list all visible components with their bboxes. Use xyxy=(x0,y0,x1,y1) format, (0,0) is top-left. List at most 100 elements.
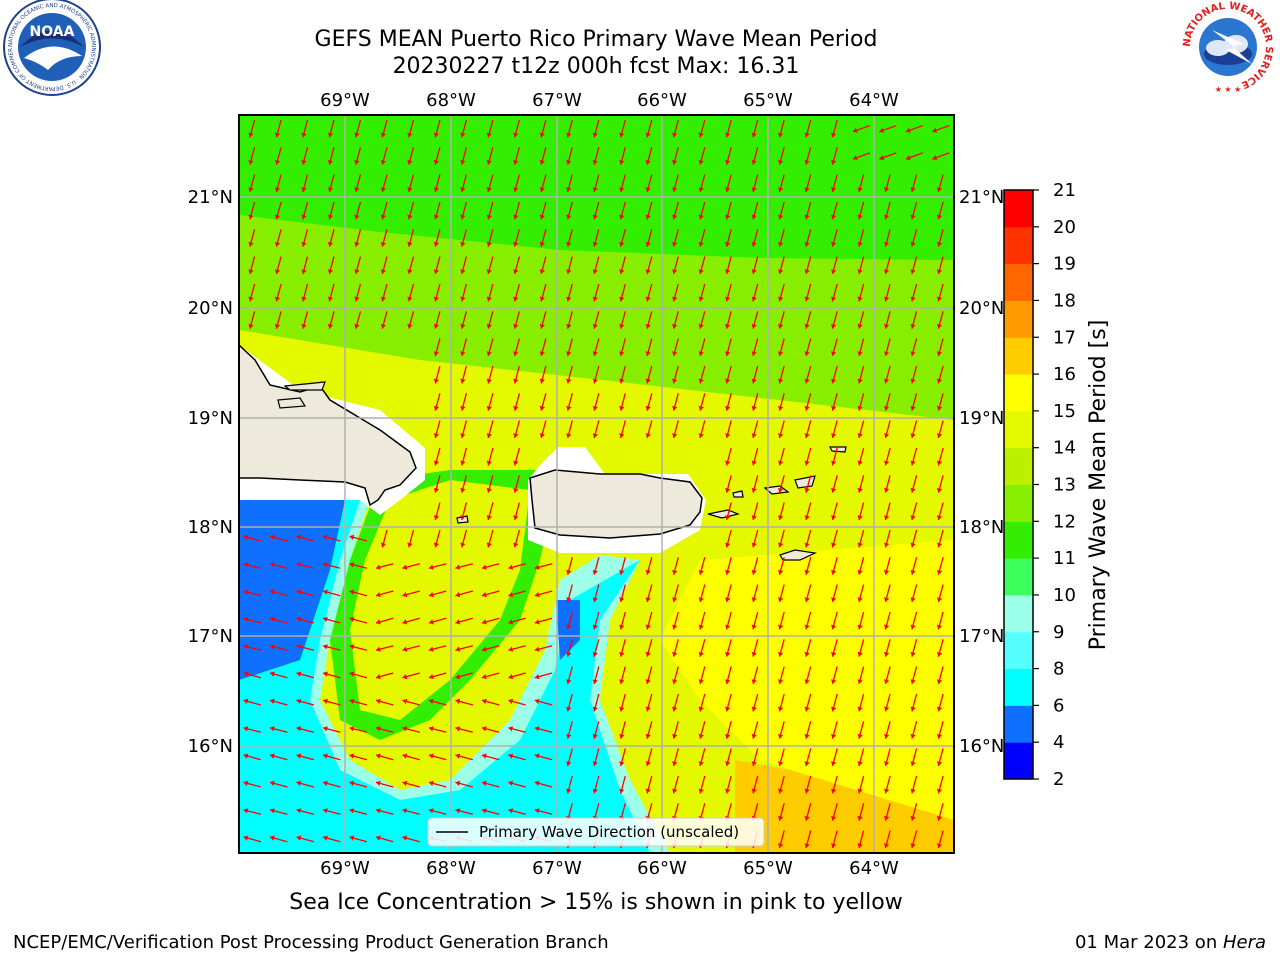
direction-arrow-head xyxy=(804,761,810,766)
direction-arrow-head xyxy=(698,706,704,712)
direction-arrow-head xyxy=(884,569,890,575)
island-st-croix xyxy=(779,549,818,561)
footer-date: 01 Mar 2023 on Hera xyxy=(1075,932,1266,953)
direction-arrow-head xyxy=(323,562,328,568)
direction-arrow-head xyxy=(455,808,461,814)
direction-arrow-head xyxy=(857,651,863,657)
direction-arrow-head xyxy=(751,569,757,575)
direction-arrow-head xyxy=(884,378,890,384)
direction-arrow-head xyxy=(455,780,461,786)
direction-arrow-head xyxy=(592,187,598,192)
direction-arrow-head xyxy=(619,214,625,220)
direction-arrow-head xyxy=(592,132,598,138)
direction-arrow-head xyxy=(349,753,355,759)
direction-arrow-head xyxy=(778,159,784,165)
footer-date-text: 01 Mar 2023 on xyxy=(1074,932,1223,953)
direction-arrow-head xyxy=(619,733,625,739)
direction-arrow-head xyxy=(619,679,625,684)
direction-arrow-head xyxy=(619,269,625,274)
direction-arrow-head xyxy=(831,843,837,848)
direction-arrow-head xyxy=(566,433,572,438)
direction-arrow-head xyxy=(592,296,598,302)
direction-arrow-head xyxy=(725,214,731,220)
direction-arrow-head xyxy=(857,460,863,466)
direction-arrow-head xyxy=(910,487,916,493)
direction-arrow-head xyxy=(884,542,890,548)
direction-arrow-head xyxy=(884,651,890,657)
direction-arrow-head xyxy=(508,564,514,570)
direction-arrow-head xyxy=(455,753,461,759)
lon-label-bottom: 64°W xyxy=(849,858,899,879)
island-anegada xyxy=(829,446,847,453)
direction-arrow-head xyxy=(513,405,519,411)
direction-arrow-head xyxy=(910,761,916,766)
colorbar-segment xyxy=(1004,447,1033,485)
direction-arrow-head xyxy=(936,460,943,466)
direction-arrow-head xyxy=(831,569,837,575)
direction-arrow-head xyxy=(857,269,863,274)
lon-labels: 69°W 68°W 67°W 66°W 65°W 64°W 69°W 68°W … xyxy=(320,90,899,879)
colorbar-segment xyxy=(1004,631,1033,670)
direction-arrow-head xyxy=(486,542,492,548)
direction-arrow-head xyxy=(376,835,381,841)
direction-arrow-head xyxy=(884,679,890,684)
direction-arrow-head xyxy=(778,460,784,466)
direction-arrow-head xyxy=(592,159,598,165)
direction-arrow-head xyxy=(592,569,598,575)
direction-arrow-head xyxy=(936,187,943,192)
direction-arrow-head xyxy=(323,808,328,814)
direction-arrow-head xyxy=(619,405,625,411)
direction-arrow-head xyxy=(645,706,651,712)
field-band-4-6s-west xyxy=(239,500,345,680)
direction-arrow-head xyxy=(910,187,916,192)
colorbar-segment xyxy=(1004,521,1033,559)
sea-ice-note: Sea Ice Concentration > 15% is shown in … xyxy=(289,890,903,915)
noaa-wordmark: NOAA xyxy=(30,24,75,40)
direction-arrow-head xyxy=(804,542,810,548)
lat-label-left: 16°N xyxy=(188,736,233,757)
direction-arrow-head xyxy=(323,726,328,732)
direction-arrow-head xyxy=(905,155,911,161)
direction-arrow-head xyxy=(433,542,439,548)
nws-logo: NATIONAL WEATHER SERVICE ★ ★ ★ xyxy=(1181,0,1275,94)
direction-arrow-head xyxy=(534,674,540,680)
direction-arrow-head xyxy=(725,597,731,602)
direction-arrow-head xyxy=(778,515,784,520)
direction-arrow-head xyxy=(884,323,890,329)
direction-arrow-head xyxy=(248,296,254,302)
direction-arrow-head xyxy=(433,132,439,138)
direction-arrow-head xyxy=(831,460,837,466)
direction-arrow-head xyxy=(936,761,943,766)
direction-arrow-head xyxy=(327,241,333,247)
direction-arrow-head xyxy=(831,241,837,247)
direction-arrow-head xyxy=(486,296,492,302)
direction-arrow-head xyxy=(831,542,837,548)
direction-arrow-head xyxy=(831,296,837,302)
legend-label: Primary Wave Direction (unscaled) xyxy=(479,823,739,841)
direction-arrow-head xyxy=(936,569,943,575)
direction-arrow-head xyxy=(243,589,249,595)
direction-arrow-head xyxy=(592,433,598,438)
direction-arrow-head xyxy=(698,433,704,438)
direction-arrow-head xyxy=(376,726,381,732)
lat-label-left: 21°N xyxy=(188,187,233,208)
lon-label-top: 64°W xyxy=(849,90,899,111)
direction-arrow-head xyxy=(274,187,281,192)
direction-arrow-head xyxy=(910,433,916,438)
direction-arrow-head xyxy=(428,646,434,652)
direction-arrow-head xyxy=(672,159,678,165)
direction-arrow-head xyxy=(592,788,598,794)
direction-arrow-head xyxy=(243,835,249,841)
direction-arrow-head xyxy=(270,589,275,595)
direction-arrow-head xyxy=(455,592,461,598)
direction-arrow-head xyxy=(481,698,487,704)
direction-arrow-head xyxy=(857,761,863,766)
direction-arrow-head xyxy=(508,808,514,814)
direction-arrow-head xyxy=(380,132,386,138)
direction-arrow-head xyxy=(327,159,333,165)
direction-arrow-head xyxy=(884,269,890,274)
direction-arrow-head xyxy=(270,616,275,622)
colorbar-segment xyxy=(1004,374,1033,412)
direction-arrow-head xyxy=(725,706,731,712)
direction-arrow-head xyxy=(936,788,943,794)
